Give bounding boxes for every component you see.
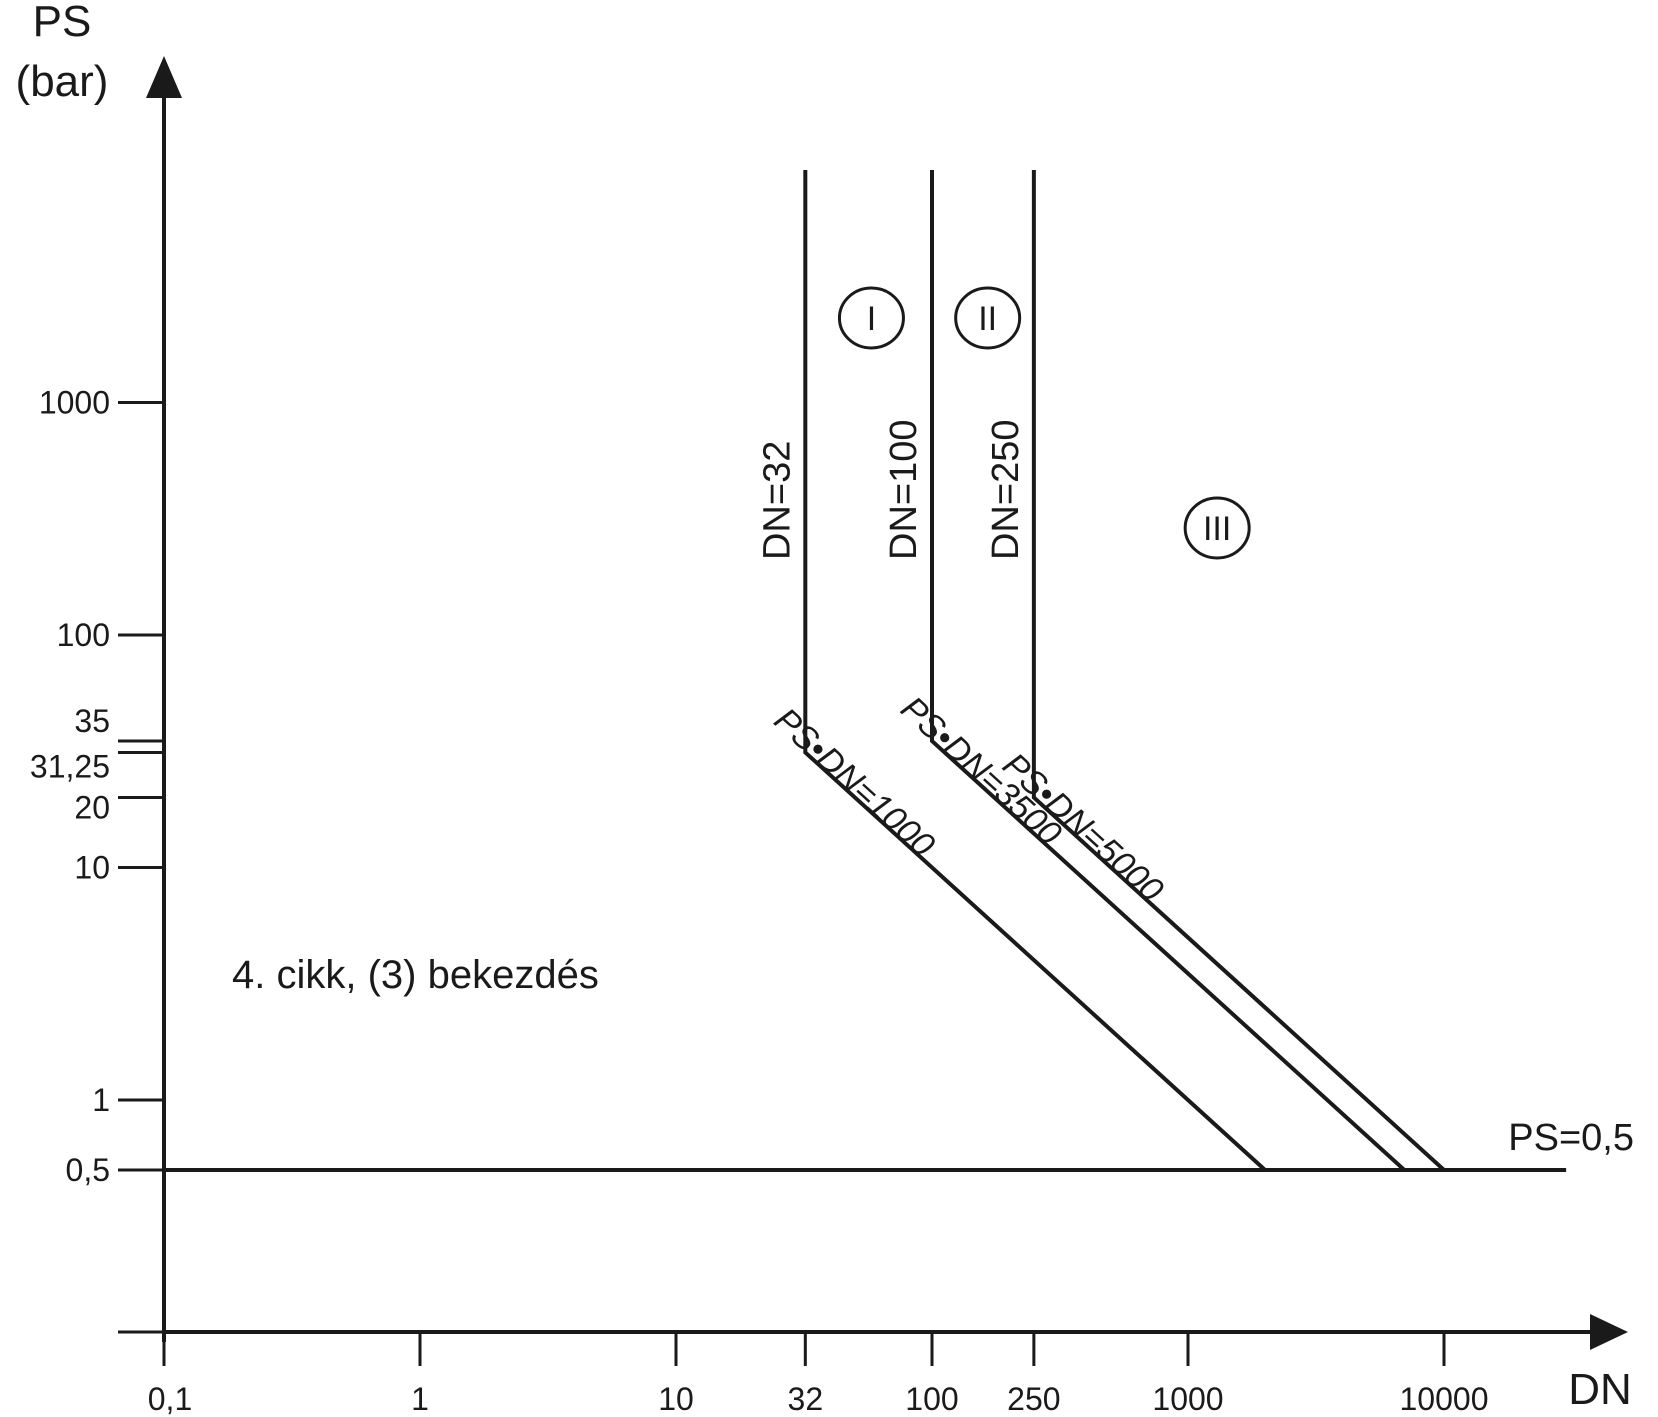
annotation-note: 4. cikk, (3) bekezdés (232, 953, 599, 997)
y-axis-title-line2: (bar) (16, 57, 109, 106)
x-tick-label: 32 (788, 1381, 824, 1417)
axes (118, 56, 1628, 1350)
y-tick-label: 10 (74, 850, 110, 886)
y-tick-label: 100 (57, 617, 110, 653)
x-tick-label: 1000 (1152, 1381, 1223, 1417)
y-axis-title-line1: PS (33, 0, 92, 46)
y-tick-label: 0,5 (66, 1152, 110, 1188)
region-circle (837, 286, 905, 350)
boundary-lines (164, 170, 1567, 1172)
region-label: II (978, 300, 997, 338)
x-axis-arrow (1590, 1314, 1628, 1350)
region-label: I (867, 300, 876, 338)
x-tick-label: 250 (1007, 1381, 1060, 1417)
boundary-dn-100 (930, 170, 1406, 1172)
region-circle (954, 286, 1022, 350)
x-tick-label: 100 (905, 1381, 958, 1417)
region-circle (1183, 496, 1251, 560)
y-tick-label: 1000 (39, 385, 110, 421)
region-i-marker: I (837, 286, 905, 350)
y-tick-label: 35 (74, 703, 110, 739)
boundary-dn-32 (803, 170, 1267, 1172)
label-ps-05: PS=0,5 (1508, 1117, 1634, 1159)
region-ii-marker: II (954, 286, 1022, 350)
y-axis-arrow (146, 56, 182, 98)
x-tick-label: 0,1 (148, 1381, 192, 1417)
y-tick-label: 31,25 (30, 748, 110, 784)
region-label: III (1203, 510, 1231, 548)
x-tick-label: 1 (411, 1381, 429, 1417)
x-ticks: 0,1 1 10 32 100 250 1000 10000 (148, 1330, 1489, 1417)
label-dn-32-vertical: DN=32 (756, 441, 798, 560)
boundary-labels: PS=0,5DN=32PS•DN=1000DN=100PS•DN=3500DN=… (756, 420, 1634, 1159)
x-tick-label: 10000 (1400, 1381, 1489, 1417)
y-tick-label: 1 (92, 1082, 110, 1118)
y-tick-label: 20 (74, 790, 110, 826)
label-dn-250-vertical: DN=250 (985, 420, 1027, 560)
x-axis-title: DN (1568, 1365, 1632, 1414)
x-tick-label: 10 (658, 1381, 694, 1417)
y-ticks: 0,5 1 10 20 31,25 35 100 1000 (30, 385, 164, 1188)
boundary-dn-250 (1031, 170, 1446, 1172)
label-dn-100-vertical: DN=100 (883, 420, 925, 560)
region-iii-marker: III (1183, 496, 1251, 560)
